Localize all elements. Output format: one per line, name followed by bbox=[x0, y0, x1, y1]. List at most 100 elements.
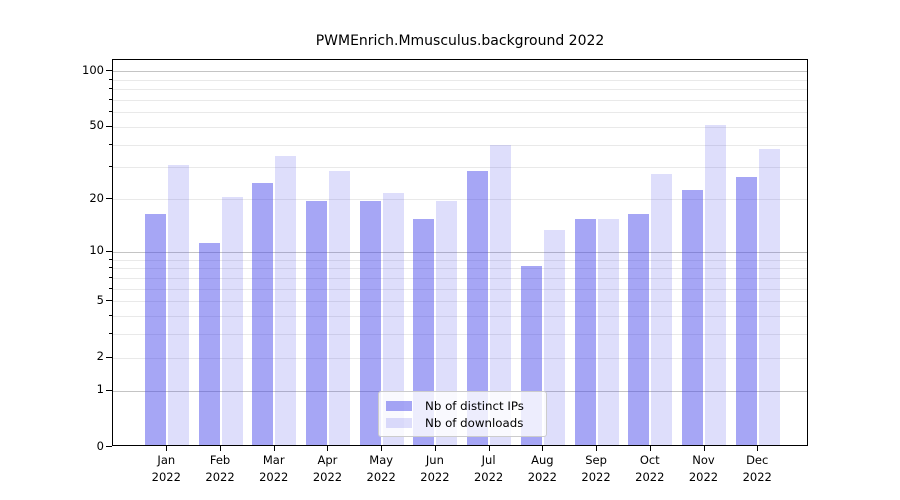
y-minortick-8 bbox=[109, 267, 112, 269]
x-tick-label-aug: Aug 2022 bbox=[527, 453, 557, 484]
y-minortick-5 bbox=[109, 300, 112, 302]
gridline-minor-4 bbox=[113, 315, 807, 317]
y-minortick-2 bbox=[109, 356, 112, 358]
gridline-minor-70 bbox=[113, 99, 807, 101]
gridline-minor-90 bbox=[113, 79, 807, 81]
y-minortick-9 bbox=[109, 258, 112, 260]
y-tick-label-20: 20 bbox=[89, 190, 104, 205]
gridline-minor-8 bbox=[113, 268, 807, 270]
bar-downloads-jul bbox=[490, 144, 512, 445]
y-tick-label-1: 1 bbox=[96, 382, 104, 397]
gridline-minor-5 bbox=[113, 301, 807, 303]
gridline-minor-6 bbox=[113, 288, 807, 290]
bar-ips-dec bbox=[735, 176, 757, 445]
y-minortick-70 bbox=[109, 98, 112, 100]
bar-downloads-sep bbox=[597, 219, 619, 445]
x-tick-sep bbox=[596, 446, 598, 451]
y-tick-100 bbox=[106, 70, 112, 72]
y-tick-label-5: 5 bbox=[96, 292, 104, 307]
bar-ips-may bbox=[359, 201, 381, 445]
x-tick-label-jan: Jan 2022 bbox=[151, 453, 181, 484]
bar-downloads-nov bbox=[705, 124, 726, 445]
gridline-minor-3 bbox=[113, 334, 807, 336]
y-minortick-6 bbox=[109, 287, 112, 289]
y-minortick-20 bbox=[109, 198, 112, 200]
gridline-minor-20 bbox=[113, 199, 807, 201]
y-minortick-30 bbox=[109, 166, 112, 168]
legend-entry-distinct-ips: Nb of distinct IPs bbox=[386, 399, 539, 413]
x-tick-label-dec: Dec 2022 bbox=[742, 453, 772, 484]
gridline-minor-50 bbox=[113, 126, 807, 128]
bars-layer bbox=[113, 60, 807, 445]
bar-ips-apr bbox=[305, 201, 327, 445]
x-tick-label-may: May 2022 bbox=[366, 453, 396, 484]
y-minortick-7 bbox=[109, 276, 112, 278]
y-minortick-90 bbox=[109, 78, 112, 80]
gridline-minor-9 bbox=[113, 259, 807, 261]
x-tick-label-mar: Mar 2022 bbox=[259, 453, 289, 484]
y-minortick-40 bbox=[109, 143, 112, 145]
x-tick-jul bbox=[488, 446, 490, 451]
legend-label-distinct-ips: Nb of distinct IPs bbox=[425, 398, 524, 413]
gridline-minor-2 bbox=[113, 357, 807, 359]
bar-ips-nov bbox=[682, 189, 703, 445]
x-tick-label-oct: Oct 2022 bbox=[635, 453, 665, 484]
chart-title: PWMEnrich.Mmusculus.background 2022 bbox=[315, 33, 605, 49]
bar-ips-jun bbox=[413, 219, 435, 445]
gridline-minor-40 bbox=[113, 144, 807, 146]
bar-ips-sep bbox=[574, 219, 596, 445]
x-tick-apr bbox=[327, 446, 329, 451]
x-tick-dec bbox=[757, 446, 759, 451]
gridline-major-10 bbox=[113, 251, 807, 253]
gridline-major-100 bbox=[113, 71, 807, 73]
x-tick-label-jun: Jun 2022 bbox=[420, 453, 450, 484]
y-minortick-80 bbox=[109, 88, 112, 90]
bar-ips-jul bbox=[467, 170, 489, 445]
gridline-minor-30 bbox=[113, 167, 807, 169]
y-tick-label-50: 50 bbox=[89, 118, 104, 133]
bar-downloads-jan bbox=[167, 165, 189, 445]
y-tick-0 bbox=[106, 446, 112, 447]
bar-downloads-may bbox=[382, 193, 404, 445]
y-minortick-3 bbox=[109, 333, 112, 335]
x-tick-label-nov: Nov 2022 bbox=[688, 453, 719, 484]
plot-area bbox=[112, 59, 808, 446]
legend-swatch-downloads bbox=[386, 417, 412, 428]
x-tick-label-sep: Sep 2022 bbox=[581, 453, 611, 484]
legend-box: Nb of distinct IPs Nb of downloads bbox=[378, 391, 547, 437]
bar-downloads-aug bbox=[543, 230, 565, 445]
y-tick-label-0: 0 bbox=[96, 438, 104, 453]
legend-label-downloads: Nb of downloads bbox=[425, 415, 524, 430]
y-tick-label-10: 10 bbox=[89, 243, 104, 258]
gridline-minor-80 bbox=[113, 89, 807, 91]
x-tick-may bbox=[381, 446, 383, 451]
y-minortick-4 bbox=[109, 314, 112, 316]
x-tick-jun bbox=[434, 446, 436, 451]
bar-downloads-jun bbox=[436, 201, 458, 445]
y-tick-label-2: 2 bbox=[96, 349, 104, 364]
gridline-minor-7 bbox=[113, 277, 807, 279]
bar-ips-mar bbox=[252, 182, 274, 445]
y-tick-1 bbox=[106, 389, 112, 391]
legend-entry-downloads: Nb of downloads bbox=[386, 416, 539, 430]
bar-downloads-dec bbox=[758, 148, 780, 445]
bar-downloads-apr bbox=[328, 170, 350, 445]
y-tick-label-100: 100 bbox=[82, 62, 104, 77]
y-minortick-50 bbox=[109, 125, 112, 127]
x-tick-mar bbox=[273, 446, 275, 451]
x-tick-label-feb: Feb 2022 bbox=[205, 453, 235, 484]
x-tick-aug bbox=[542, 446, 544, 451]
bar-ips-oct bbox=[628, 214, 650, 445]
bar-downloads-mar bbox=[275, 155, 297, 445]
y-minortick-60 bbox=[109, 111, 112, 113]
x-tick-nov bbox=[703, 446, 705, 451]
legend-swatch-distinct-ips bbox=[386, 400, 412, 411]
gridline-minor-60 bbox=[113, 112, 807, 114]
bar-downloads-feb bbox=[221, 197, 243, 445]
bar-downloads-oct bbox=[651, 173, 673, 445]
x-tick-jan bbox=[166, 446, 168, 451]
x-tick-oct bbox=[649, 446, 651, 451]
x-tick-label-jul: Jul 2022 bbox=[473, 453, 504, 484]
bar-ips-jan bbox=[144, 214, 166, 445]
